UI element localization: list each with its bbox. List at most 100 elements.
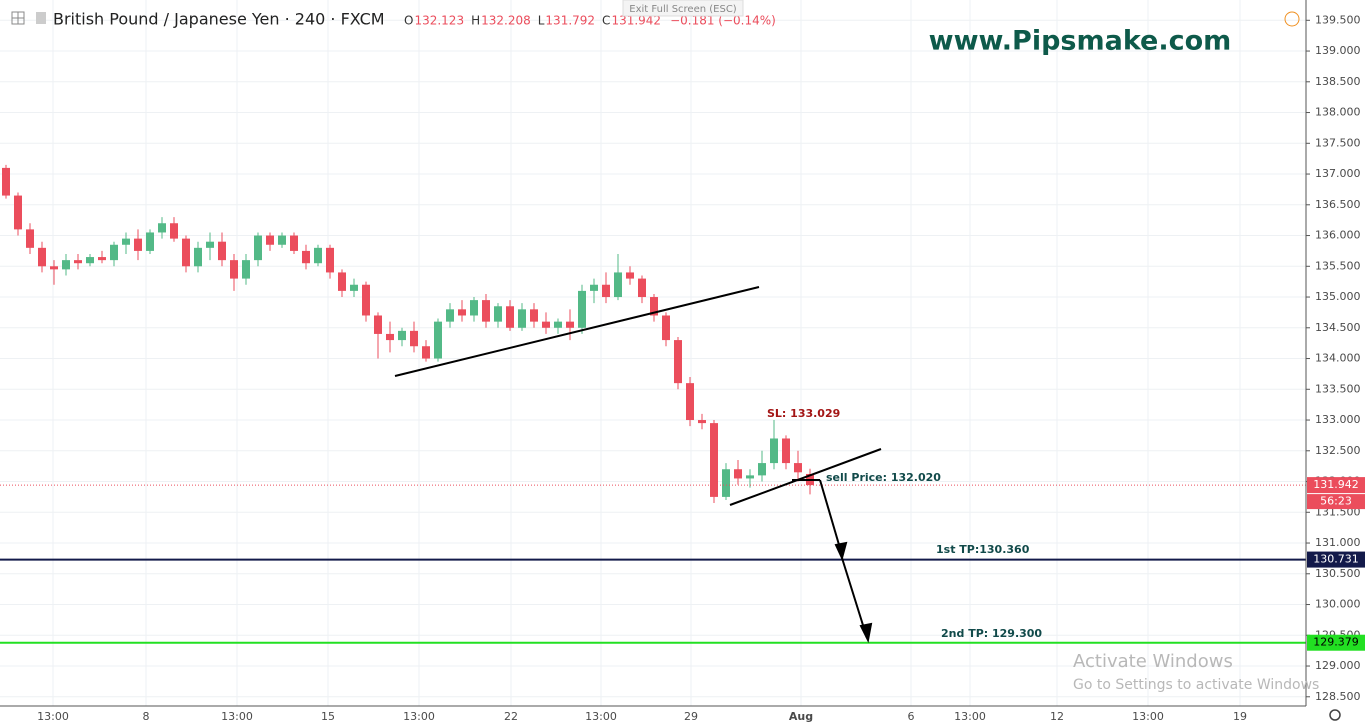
legend-change: −0.181 (−0.14%) [670,14,776,28]
x-tick-label: 13:00 [221,710,253,723]
y-tick-label: 133.500 [1315,382,1361,395]
candle-body [146,232,154,251]
candle-body [782,438,790,464]
compare-icon[interactable] [36,12,46,24]
plot [0,164,1306,644]
y-tick-label: 135.000 [1315,290,1361,303]
candle-body [86,257,94,264]
candle-body [182,238,190,267]
annotation: 2nd TP: 129.300 [941,627,1042,640]
y-tick-label: 136.000 [1315,229,1361,242]
symbol-title[interactable]: British Pound / Japanese Yen · 240 · FXC… [53,10,385,29]
annotation: 1st TP:130.360 [936,543,1030,556]
timer-box [1307,494,1365,510]
candle-body [254,235,262,261]
y-tick-label: 138.000 [1315,106,1361,119]
candle-body [326,247,334,273]
x-tick-label: 13:00 [37,710,69,723]
candle-body [38,247,46,267]
legend-value: 131.942 [611,14,661,28]
candle-body [710,423,718,497]
candle-body [194,247,202,267]
x-tick-label: 15 [321,710,335,723]
candle-body [170,223,178,239]
candle-body [290,235,298,251]
candle-body [158,223,166,233]
y-tick-label: 128.500 [1315,690,1361,703]
candle-body [74,260,82,264]
candle-body [734,469,742,479]
exit-button[interactable] [622,0,744,17]
price-label: 131.942 [1313,478,1359,491]
candle-body [434,321,442,359]
legend-key: H [471,14,480,28]
ohlc-legend: O 132.123 H 132.208 L 131.792 C 131.942 −0.181 (… [404,14,776,28]
candle-body [506,306,514,328]
x-tick-label: 13:00 [1132,710,1164,723]
arrow [819,479,843,556]
candle-body [98,257,106,261]
candle-body [626,272,634,279]
settings-icon[interactable] [1329,709,1341,721]
annotation: sell Price: 132.020 [826,471,941,484]
candle-body [518,309,526,328]
y-tick-label: 133.000 [1315,413,1361,426]
arrow-head [834,541,848,561]
candle-body [566,321,574,328]
price-label: 130.731 [1313,553,1359,566]
x-tick-label: 8 [143,710,150,723]
x-tick-label: 22 [504,710,518,723]
candle-body [590,284,598,291]
candle-body [314,247,322,264]
candle-body [122,238,130,245]
candle-body [398,330,406,341]
candle-body [722,469,730,497]
candle-body [482,300,490,322]
legend-value: 132.123 [414,14,464,28]
candle-body [638,278,646,298]
candle-body [698,420,706,424]
candle-body [542,321,550,328]
y-tick-label: 137.000 [1315,167,1361,180]
activate-sub: Go to Settings to activate Windows [1073,677,1319,693]
candle-body [230,260,238,279]
candle-body [758,463,766,476]
x-tick-label: 19 [1233,710,1247,723]
candle-body [134,238,142,251]
alert-icon[interactable] [1284,11,1300,27]
price-axis [1306,0,1365,726]
price-box [1307,477,1365,494]
y-tick-label: 135.500 [1315,259,1361,272]
activate-title: Activate Windows [1073,651,1233,672]
y-tick-label: 130.500 [1315,567,1361,580]
candle-body [770,438,778,464]
candle-body [578,290,586,328]
y-tick-label: 139.500 [1315,13,1361,26]
candle-body [338,272,346,291]
exit-fullscreen[interactable]: Exit Full Screen (ESC) [629,4,737,15]
candle-body [26,229,34,248]
candle-body [650,297,658,316]
candle-body [350,284,358,291]
timer-label: 56:23 [1320,495,1352,508]
candle-body [602,284,610,298]
y-tick-label: 134.000 [1315,352,1361,365]
annotation: SL: 133.029 [767,407,840,420]
y-tick-label: 134.500 [1315,321,1361,334]
candle-body [410,330,418,347]
x-tick-label: 13:00 [585,710,617,723]
candle-body [278,235,286,245]
candle-body [470,300,478,316]
candle-body [302,250,310,264]
drawings [394,286,882,644]
price-box [1307,551,1365,568]
x-tick-label: 6 [908,710,915,723]
watermark: www.Pipsmake.com [929,26,1232,57]
candle-body [266,235,274,245]
y-tick-label: 132.500 [1315,444,1361,457]
time-axis [0,706,1306,726]
candle-body [674,340,682,384]
x-tick-label: 13:00 [403,710,435,723]
price-box [1307,634,1365,651]
